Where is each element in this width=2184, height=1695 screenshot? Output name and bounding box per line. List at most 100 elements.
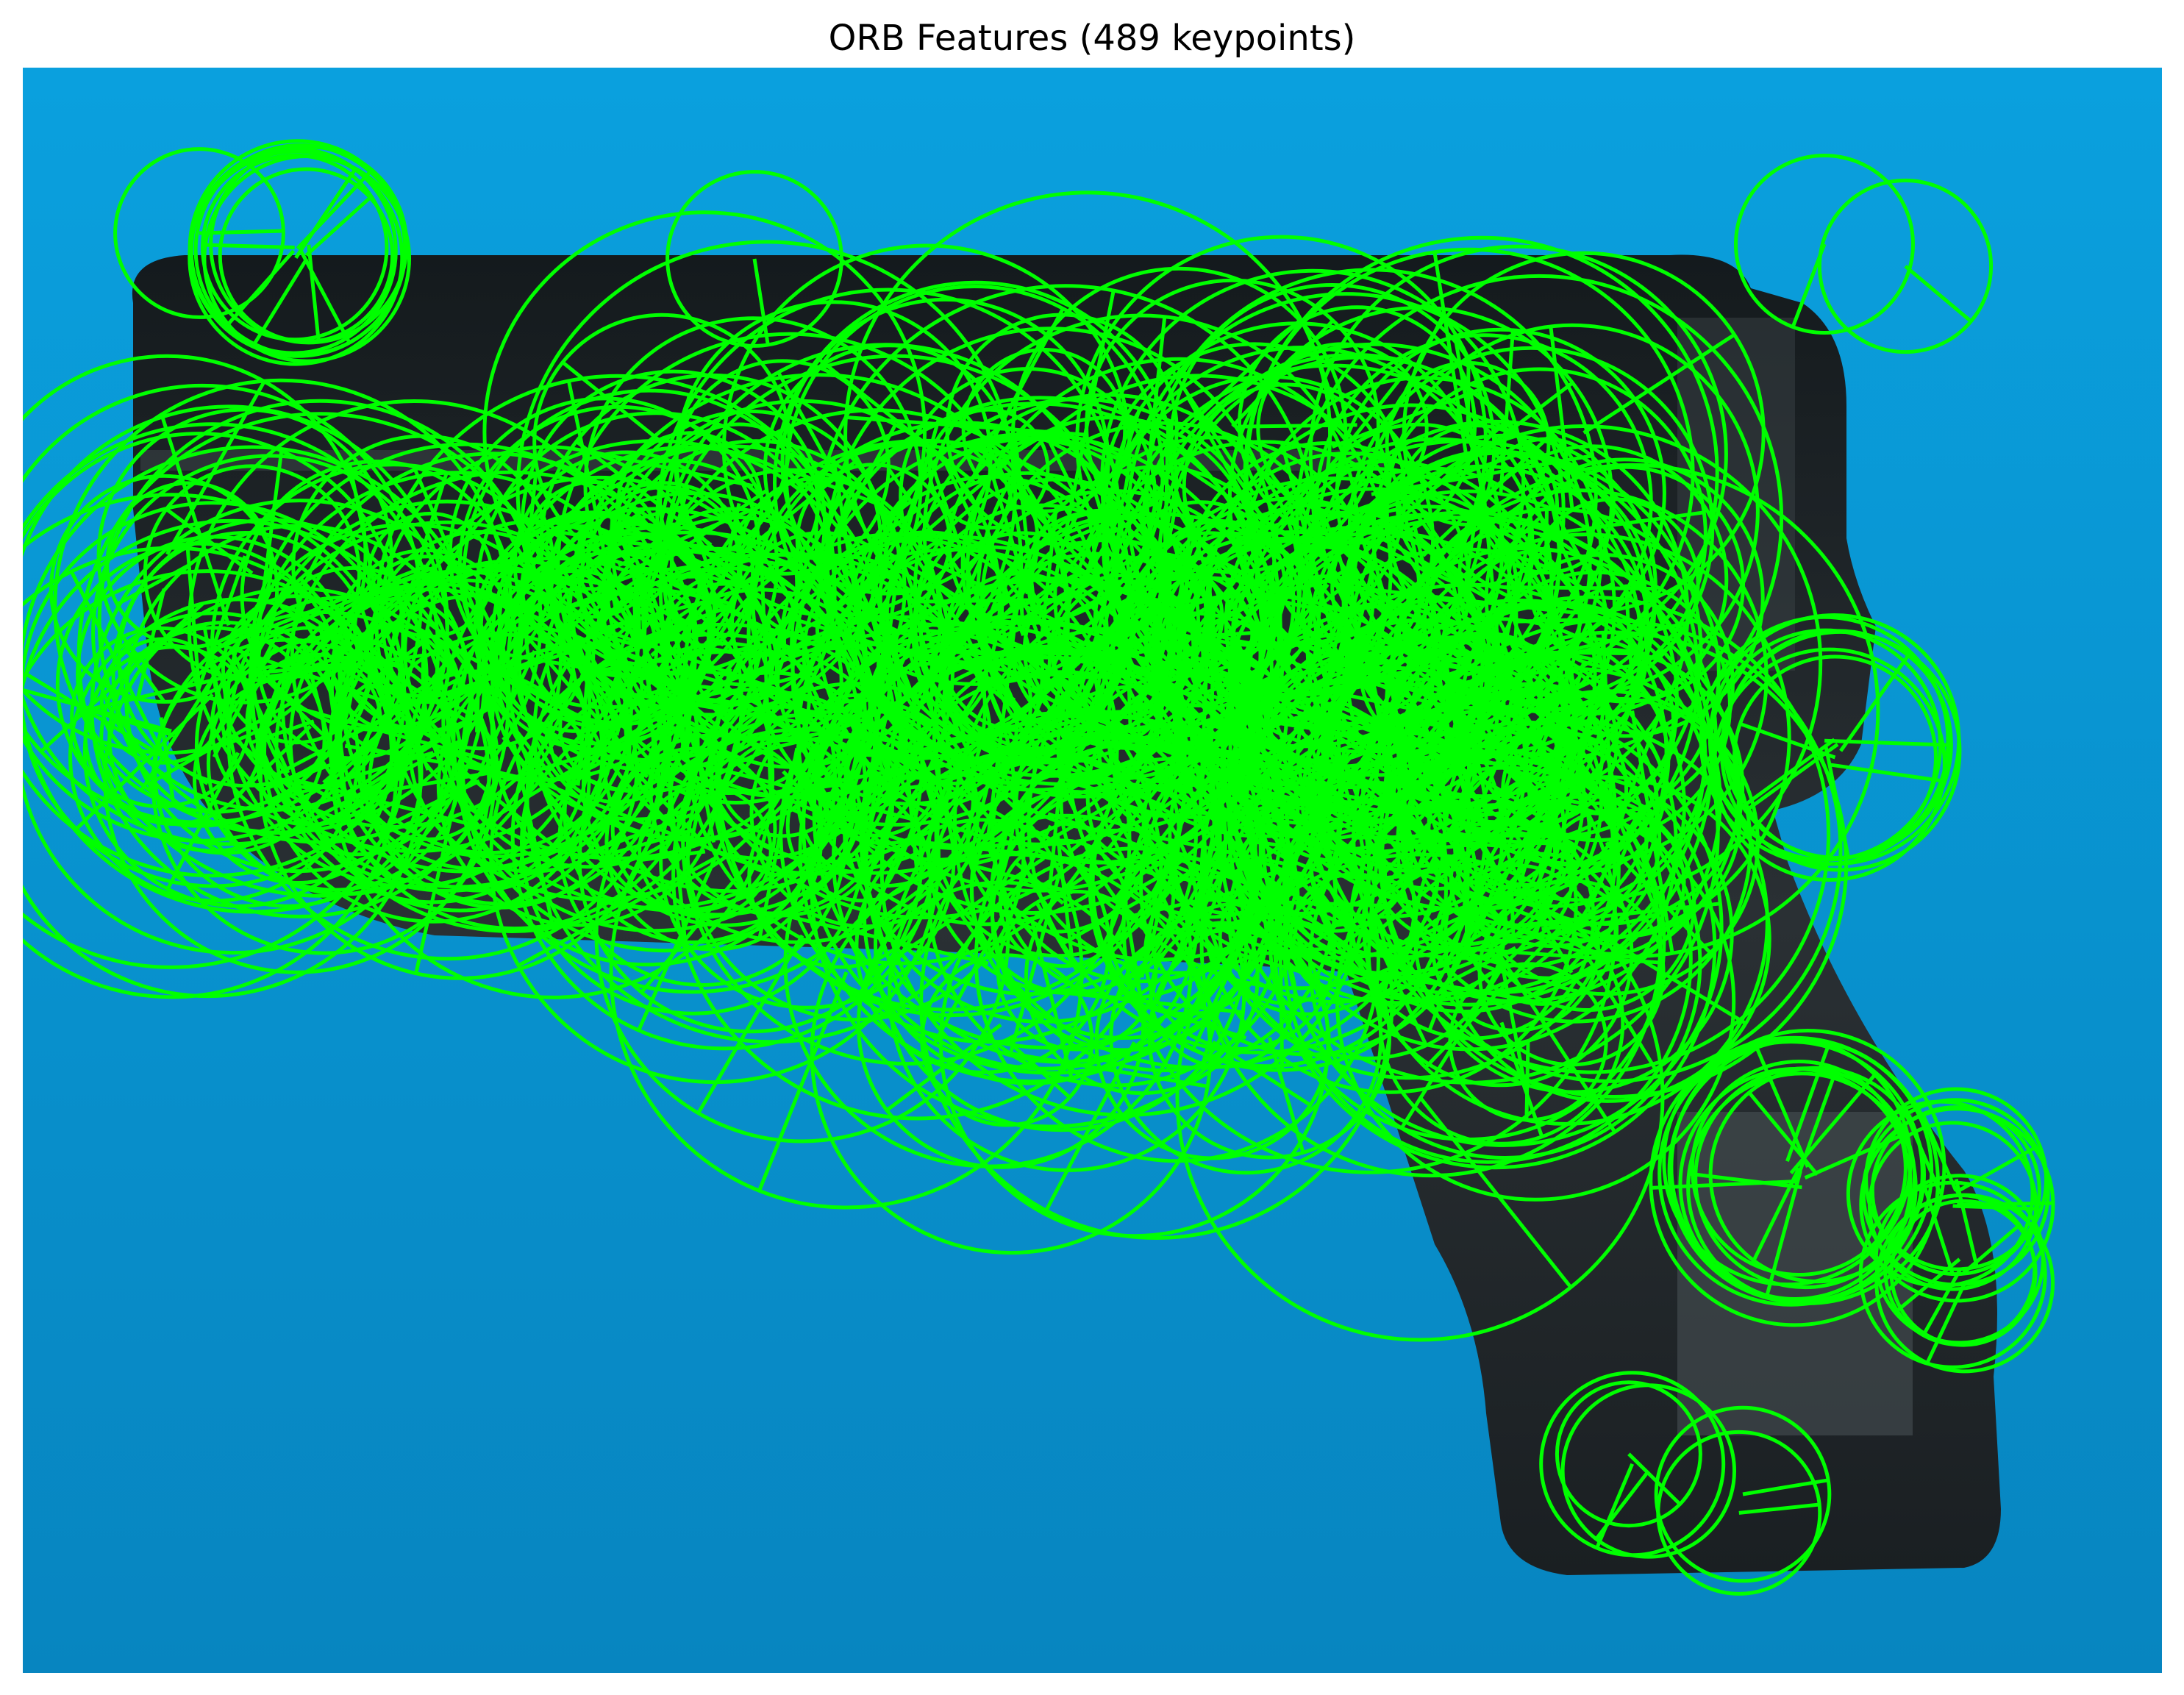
keypoint-orientation-line — [1421, 432, 1554, 557]
keypoint-orientation-line — [250, 719, 315, 745]
keypoint-orientation-line — [1169, 368, 1256, 496]
keypoint-orientation-line — [943, 461, 1016, 611]
keypoint-circle — [1539, 1371, 1726, 1557]
keypoint-orientation-line — [165, 507, 254, 575]
keypoint-orientation-line — [532, 777, 694, 844]
keypoint-orientation-line — [661, 485, 690, 573]
keypoint-orientation-line — [1316, 620, 1352, 785]
keypoint-orientation-line — [1054, 427, 1200, 598]
keypoint-orientation-line — [304, 196, 372, 257]
keypoint-orientation-line — [603, 515, 615, 622]
keypoint-orientation-line — [1486, 766, 1556, 960]
keypoint-circle — [868, 621, 1033, 786]
keypoint-orientation-line — [159, 717, 176, 806]
keypoint-circle — [1027, 593, 1488, 1055]
keypoint-orientation-line — [1139, 316, 1167, 532]
keypoint-orientation-line — [1794, 1074, 1836, 1185]
keypoint-orientation-line — [1824, 738, 1949, 747]
keypoint-orientation-line — [1026, 494, 1120, 588]
keypoint-circle — [1359, 597, 1511, 750]
keypoint-orientation-line — [279, 604, 475, 727]
keypoint-orientation-line — [517, 857, 716, 968]
keypoint-orientation-line — [1314, 724, 1435, 766]
keypoint-orientation-line — [414, 779, 462, 974]
keypoint-orientation-line — [1925, 1282, 1966, 1364]
keypoint-orientation-line — [307, 244, 321, 343]
keypoint-circle — [1817, 178, 1994, 354]
keypoint-circle — [1147, 916, 1392, 1160]
keypoint-orientation-line — [1402, 610, 1556, 675]
keypoint-orientation-line — [1353, 832, 1591, 840]
keypoint-orientation-line — [1412, 523, 1470, 762]
keypoint-orientation-line — [1231, 319, 1335, 428]
keypoint-orientation-line — [1434, 671, 1500, 714]
keypoint-circle — [922, 313, 1360, 751]
keypoint-orientation-line — [1124, 885, 1255, 920]
keypoint-orientation-line — [1585, 810, 1642, 904]
keypoint-canvas — [23, 68, 2162, 1673]
keypoint-orientation-line — [1466, 363, 1471, 444]
keypoint-orientation-line — [1839, 652, 1911, 752]
keypoint-orientation-line — [1750, 1167, 1801, 1265]
keypoint-circle — [1527, 497, 1700, 670]
keypoint-circle — [837, 439, 1040, 642]
keypoint-circle — [23, 422, 440, 878]
keypoint-orientation-line — [1284, 486, 1310, 587]
keypoint-orientation-line — [1650, 1180, 1795, 1190]
keypoint-orientation-line — [817, 460, 1009, 626]
keypoint-orientation-line — [640, 859, 752, 993]
keypoint-orientation-line — [759, 554, 773, 799]
keypoint-orientation-line — [884, 724, 938, 799]
keypoint-orientation-line — [1267, 1037, 1305, 1154]
keypoint-circle — [70, 626, 252, 809]
keypoint-circle — [457, 588, 838, 967]
keypoint-orientation-line — [943, 649, 1113, 663]
keypoint-circle — [615, 431, 764, 579]
keypoint-orientation-line — [1688, 1171, 1802, 1190]
keypoint-orientation-line — [1043, 1041, 1136, 1215]
keypoint-orientation-line — [160, 416, 231, 627]
keypoint-orientation-line — [722, 648, 764, 785]
keypoint-circle — [193, 143, 407, 357]
keypoint-circle — [991, 783, 1259, 1052]
keypoint-orientation-line — [1627, 1452, 1682, 1506]
keypoint-circle — [581, 641, 868, 927]
keypoint-circle — [1401, 720, 1649, 968]
keypoint-circle — [1205, 403, 1616, 816]
keypoint-orientation-line — [1055, 834, 1074, 955]
keypoint-orientation-line — [1606, 937, 1747, 1025]
keypoint-orientation-line — [1541, 919, 1617, 931]
keypoint-circle — [1864, 1087, 2049, 1271]
keypoint-circle — [1395, 424, 1560, 588]
keypoint-circle — [1307, 636, 1562, 891]
keypoint-orientation-line — [69, 571, 174, 774]
keypoint-orientation-line — [135, 588, 166, 699]
keypoint-orientation-line — [211, 565, 424, 652]
keypoint-orientation-line — [23, 688, 172, 733]
keypoint-circle — [1734, 154, 1915, 335]
keypoint-circle — [815, 396, 1266, 846]
keypoint-orientation-line — [593, 628, 655, 729]
keypoint-orientation-line — [1742, 1478, 1829, 1496]
keypoint-circle — [1283, 754, 1693, 1164]
keypoint-orientation-line — [906, 838, 1129, 868]
keypoint-orientation-line — [1005, 1038, 1071, 1099]
keypoint-orientation-line — [874, 418, 941, 643]
keypoint-orientation-line — [407, 646, 581, 707]
keypoint-circle — [674, 300, 993, 618]
keypoint-orientation-line — [615, 827, 695, 854]
keypoint-circle — [479, 513, 711, 746]
keypoint-orientation-line — [1465, 746, 1471, 943]
keypoint-orientation-line — [258, 661, 354, 675]
keypoint-orientation-line — [561, 360, 663, 444]
keypoint-orientation-line — [1904, 265, 1972, 323]
keypoint-circle — [1222, 515, 1713, 1007]
keypoint-orientation-line — [1499, 329, 1515, 494]
keypoint-orientation-line — [1310, 818, 1363, 880]
keypoint-circle — [863, 748, 1200, 1085]
keypoint-circle — [1176, 487, 1569, 880]
keypoint-orientation-line — [74, 693, 214, 831]
keypoint-circle — [460, 530, 924, 994]
keypoint-orientation-line — [1493, 946, 1616, 1133]
keypoint-circle — [1168, 283, 1496, 611]
